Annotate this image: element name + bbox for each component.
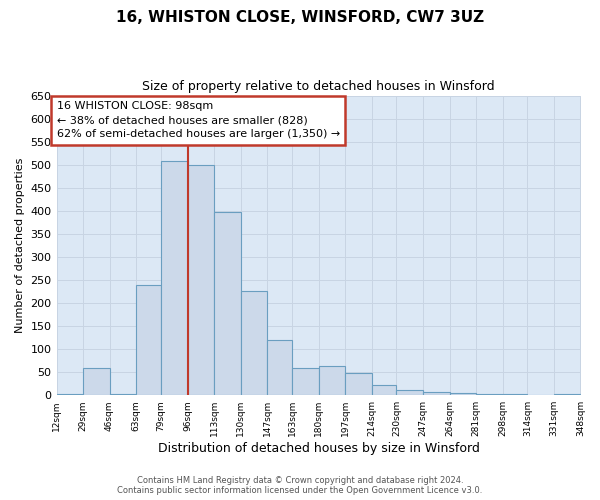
Bar bbox=[371, 385, 397, 395]
Bar bbox=[110, 394, 136, 395]
Text: 16 WHISTON CLOSE: 98sqm
← 38% of detached houses are smaller (828)
62% of semi-d: 16 WHISTON CLOSE: 98sqm ← 38% of detache… bbox=[56, 101, 340, 139]
Bar bbox=[554, 394, 580, 395]
Bar bbox=[267, 340, 292, 395]
Bar bbox=[241, 292, 267, 395]
Bar bbox=[449, 393, 476, 395]
Bar bbox=[188, 164, 214, 395]
Bar bbox=[345, 373, 371, 395]
Bar bbox=[161, 162, 188, 395]
Bar bbox=[56, 394, 83, 395]
Bar bbox=[214, 212, 241, 395]
Bar bbox=[136, 284, 161, 395]
X-axis label: Distribution of detached houses by size in Winsford: Distribution of detached houses by size … bbox=[158, 442, 479, 455]
Title: Size of property relative to detached houses in Winsford: Size of property relative to detached ho… bbox=[142, 80, 495, 93]
Bar bbox=[319, 366, 345, 395]
Bar bbox=[476, 394, 503, 395]
Bar bbox=[423, 392, 449, 395]
Bar bbox=[292, 368, 319, 395]
Text: Contains HM Land Registry data © Crown copyright and database right 2024.
Contai: Contains HM Land Registry data © Crown c… bbox=[118, 476, 482, 495]
Bar bbox=[83, 368, 110, 395]
Text: 16, WHISTON CLOSE, WINSFORD, CW7 3UZ: 16, WHISTON CLOSE, WINSFORD, CW7 3UZ bbox=[116, 10, 484, 25]
Bar bbox=[503, 394, 527, 395]
Bar bbox=[397, 390, 423, 395]
Y-axis label: Number of detached properties: Number of detached properties bbox=[15, 158, 25, 333]
